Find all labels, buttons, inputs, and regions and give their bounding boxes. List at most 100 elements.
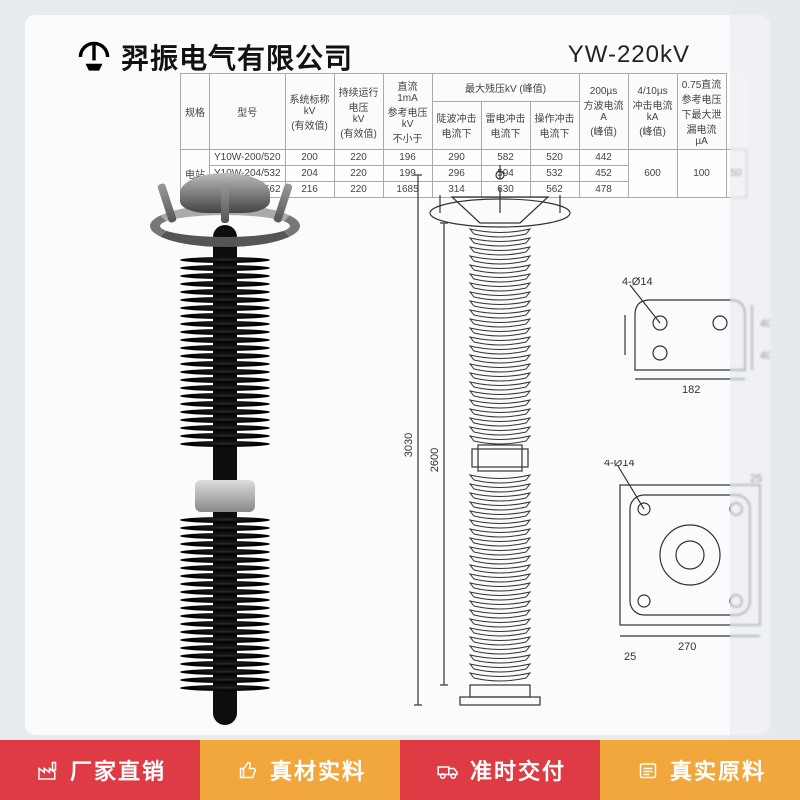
shed	[180, 605, 270, 611]
arrester-line-drawing: 3030 2600	[400, 165, 600, 735]
shed	[180, 417, 270, 423]
shed	[180, 525, 270, 531]
shed-stack-bottom	[180, 515, 270, 693]
shed	[180, 589, 270, 595]
cell: 200	[285, 150, 334, 166]
col-header: 最大残压kV (峰值)	[432, 74, 579, 102]
col-header: 4/10µs 冲击电流 kA (峰值)	[628, 74, 677, 150]
shed-stack-top	[180, 255, 270, 449]
shed	[180, 581, 270, 587]
col-subheader: 操作冲击 电流下	[530, 101, 579, 149]
thumb-icon	[234, 756, 262, 784]
company-name-text: 羿振电气有限公司	[121, 37, 353, 77]
shed	[180, 661, 270, 667]
col-subheader: 陡波冲击 电流下	[432, 101, 481, 149]
promo-badge: 厂家直销	[0, 740, 200, 800]
cell: 290	[432, 150, 481, 166]
company-header: 羿振电气有限公司	[77, 37, 353, 77]
shed	[180, 329, 270, 335]
promo-badge: 真材实料	[200, 740, 400, 800]
cell: 520	[530, 150, 579, 166]
shed	[180, 637, 270, 643]
top-cap	[180, 173, 270, 213]
factory-icon	[34, 756, 62, 784]
cell: 100	[677, 150, 726, 198]
shed	[180, 613, 270, 619]
shed	[180, 597, 270, 603]
col-header: 200µs 方波电流 A (峰值)	[579, 74, 628, 150]
col-subheader: 雷电冲击 电流下	[481, 101, 530, 149]
shed	[180, 645, 270, 651]
shed	[180, 369, 270, 375]
flange-small-label: 4-Ø14	[622, 276, 653, 288]
badge-label: 真实原料	[670, 754, 766, 786]
shed	[180, 337, 270, 343]
dim-overall: 3030	[403, 433, 415, 457]
shed	[180, 345, 270, 351]
cell: 582	[481, 150, 530, 166]
shed	[180, 305, 270, 311]
shed	[180, 541, 270, 547]
flange-big-label: 4-Ø14	[604, 460, 635, 469]
fb-gap-b: 25	[624, 651, 636, 663]
shed	[180, 685, 270, 691]
cell: 220	[334, 166, 383, 182]
col-header: 持续运行 电压 kV (有效值)	[334, 74, 383, 150]
col-header: 规格	[181, 74, 210, 150]
shed	[180, 257, 270, 263]
cell: 220	[334, 182, 383, 198]
col-header: 系统标称 kV (有效值)	[285, 74, 334, 150]
shed	[180, 321, 270, 327]
badge-label: 准时交付	[470, 754, 566, 786]
shed	[180, 401, 270, 407]
shed	[180, 297, 270, 303]
product-sheet-canvas: 羿振电气有限公司 YW-220kV 规格型号系统标称 kV (有效值)持续运行 …	[25, 15, 770, 735]
shed	[180, 573, 270, 579]
shed	[180, 361, 270, 367]
shed	[180, 273, 270, 279]
shed	[180, 621, 270, 627]
shed	[180, 565, 270, 571]
table-row: 电站Y10W-200/52020022019629058252044260010…	[181, 150, 747, 166]
shed	[180, 629, 270, 635]
shed	[180, 669, 270, 675]
badge-label: 厂家直销	[70, 754, 166, 786]
cell: Y10W-200/520	[210, 150, 286, 166]
shed	[180, 433, 270, 439]
badge-label: 真材实料	[270, 754, 366, 786]
shed	[180, 653, 270, 659]
fs-w: 182	[682, 384, 700, 396]
shed	[180, 353, 270, 359]
shed	[180, 517, 270, 523]
promo-badge: 准时交付	[400, 740, 600, 800]
cell: 600	[628, 150, 677, 198]
shed	[180, 549, 270, 555]
shed	[180, 265, 270, 271]
company-logo-icon	[77, 40, 111, 74]
shed	[180, 377, 270, 383]
col-header: 直流 1mA 参考电压 kV 不小于	[383, 74, 432, 150]
shed	[180, 425, 270, 431]
shed	[180, 289, 270, 295]
model-title: YW-220kV	[568, 41, 690, 69]
col-header: 型号	[210, 74, 286, 150]
cell: 442	[579, 150, 628, 166]
shed	[180, 313, 270, 319]
col-header: 0.75直流 参考电压 下最大泄 漏电流 µA	[677, 74, 726, 150]
shed	[180, 281, 270, 287]
van-icon	[434, 756, 462, 784]
shed	[180, 533, 270, 539]
shed	[180, 441, 270, 447]
mid-coupler	[195, 480, 255, 512]
promo-badge: 真实原料	[600, 740, 800, 800]
shed	[180, 409, 270, 415]
shed	[180, 393, 270, 399]
arrester-photo	[135, 165, 315, 735]
shed	[180, 677, 270, 683]
dim-arrester: 2600	[429, 448, 441, 472]
spec-table-head: 规格型号系统标称 kV (有效值)持续运行 电压 kV (有效值)直流 1mA …	[181, 74, 747, 150]
right-blur-overlay	[730, 0, 800, 800]
cell: 220	[334, 150, 383, 166]
shed	[180, 557, 270, 563]
material-icon	[634, 756, 662, 784]
